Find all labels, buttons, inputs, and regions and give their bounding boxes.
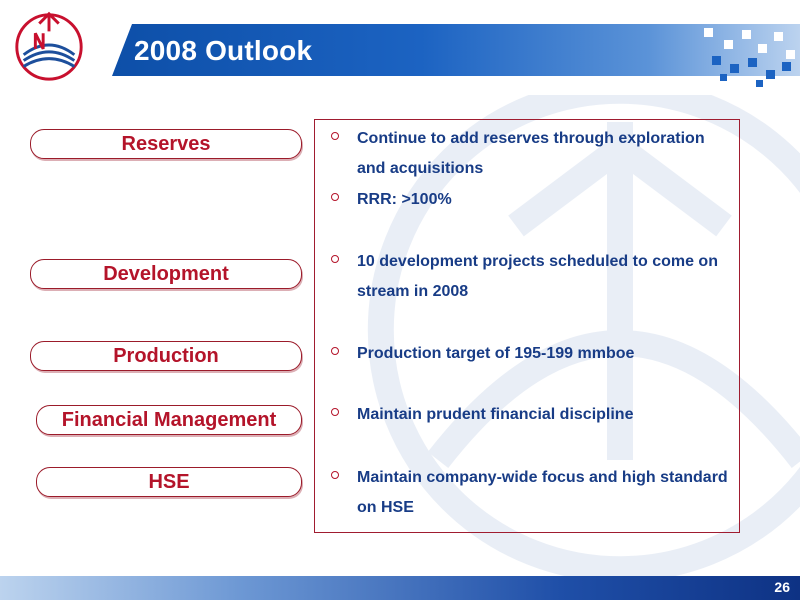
cnooc-logo [15,11,83,81]
bullet-circle-icon [331,408,339,416]
bullet-development: 10 development projects scheduled to com… [331,247,736,307]
bullet-reserves-2: RRR: >100% [331,185,736,215]
bullet-circle-icon [331,193,339,201]
bullet-hse: Maintain company-wide focus and high sta… [331,463,736,523]
bullet-circle-icon [331,347,339,355]
bullet-financial-management: Maintain prudent financial discipline [331,400,736,430]
bullet-circle-icon [331,471,339,479]
category-hse: HSE [36,467,302,497]
category-reserves: Reserves [30,129,302,159]
page-number: 26 [774,579,790,595]
outlook-details-box [314,119,740,533]
category-production: Production [30,341,302,371]
slide-title: 2008 Outlook [134,35,313,66]
bullet-production: Production target of 195-199 mmboe [331,339,736,369]
category-development: Development [30,259,302,289]
bullet-reserves-1: Continue to add reserves through explora… [331,124,736,184]
slide-footer: 26 [0,576,800,600]
category-financial-management: Financial Management [36,405,302,435]
pixel-decoration [704,28,795,87]
bullet-circle-icon [331,255,339,263]
bullet-circle-icon [331,132,339,140]
title-band [112,24,800,76]
